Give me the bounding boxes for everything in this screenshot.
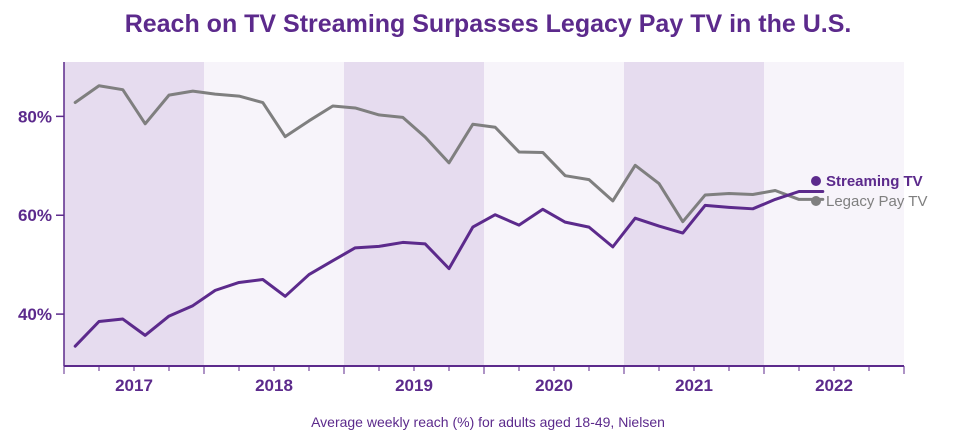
y-tick-label-0: 40% — [18, 305, 52, 324]
band-2 — [624, 62, 764, 366]
y-axis: 40% 60% 80% — [18, 107, 64, 324]
chart-title: Reach on TV Streaming Surpasses Legacy P… — [125, 10, 852, 38]
legend-marker-0 — [811, 176, 821, 186]
x-tick-label-2: 2019 — [395, 376, 433, 395]
x-tick-label-0: 2017 — [115, 376, 153, 395]
legend-marker-1 — [811, 196, 821, 206]
series-line-1 — [73, 84, 825, 224]
legend-label-1: Legacy Pay TV — [826, 193, 927, 210]
x-tick-label-1: 2018 — [255, 376, 293, 395]
legend-label-0: Streaming TV — [826, 173, 923, 190]
y-tick-label-1: 60% — [18, 206, 52, 225]
legend: Streaming TV Legacy Pay TV — [811, 173, 927, 210]
band-0 — [64, 62, 204, 366]
y-tick-label-2: 80% — [18, 107, 52, 126]
x-axis: 2017 2018 2019 2020 2021 2022 — [63, 366, 905, 395]
x-tick-label-4: 2021 — [675, 376, 713, 395]
x-tick-label-5: 2022 — [815, 376, 853, 395]
chart-caption: Average weekly reach (%) for adults aged… — [311, 414, 665, 430]
band-1 — [344, 62, 484, 366]
series-line-0 — [73, 190, 825, 348]
shaded-bands — [64, 62, 764, 366]
series-lines — [73, 84, 825, 348]
x-tick-label-3: 2020 — [535, 376, 573, 395]
